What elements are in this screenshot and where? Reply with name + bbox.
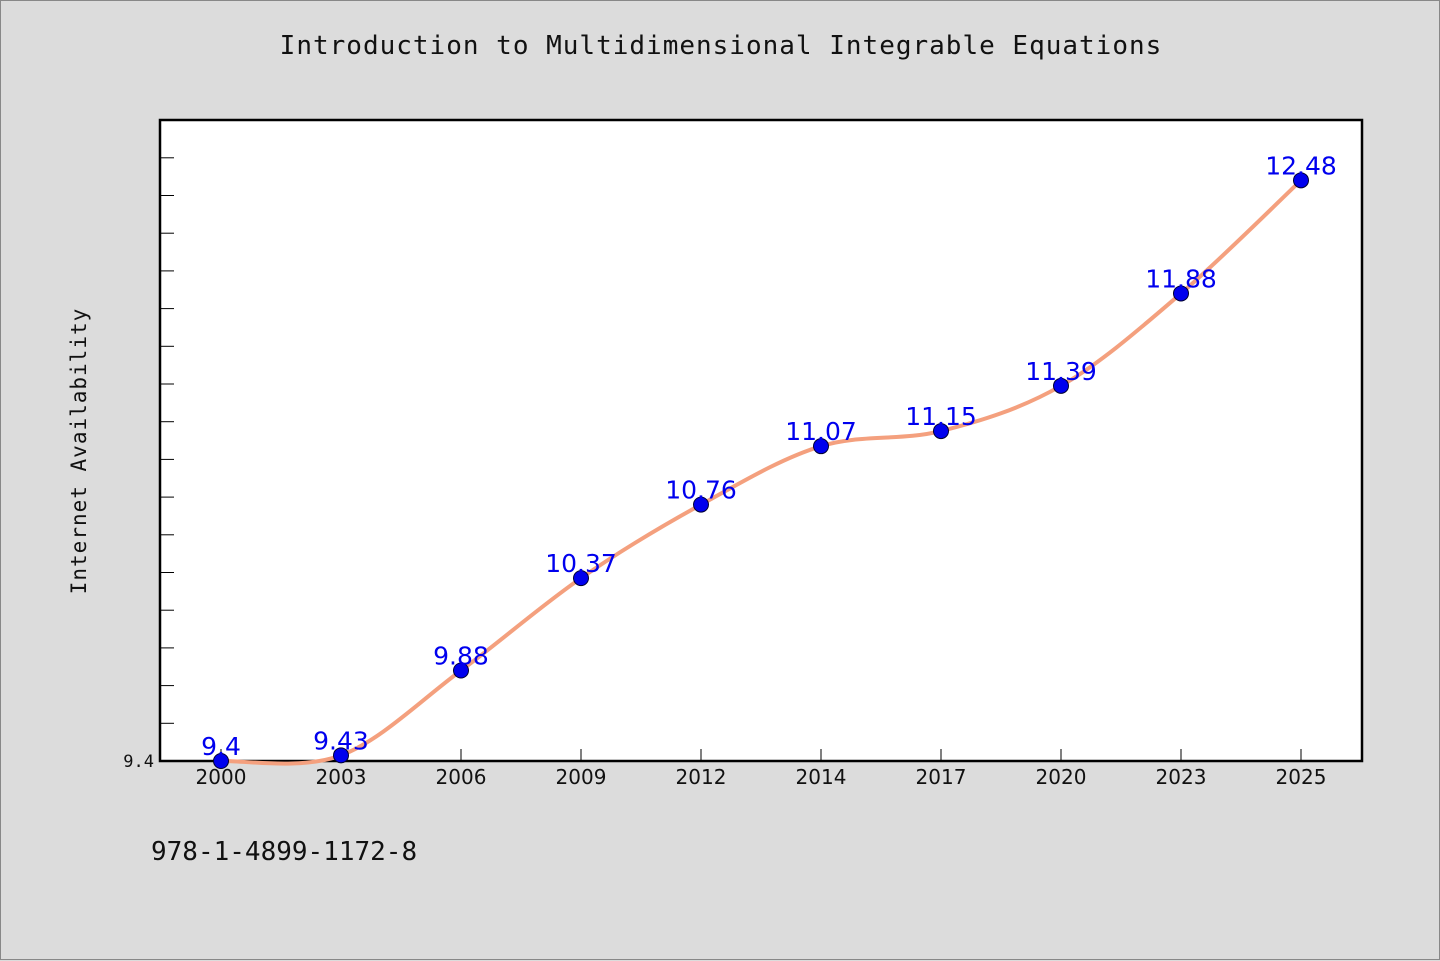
x-tick-label: 2014 (796, 765, 847, 789)
data-label: 9.4 (201, 732, 241, 761)
x-tick-label: 2020 (1036, 765, 1087, 789)
plot-area (158, 118, 1364, 763)
data-labels: 9.4 9.43 9.88 10.37 10.76 11.07 11.15 11.39 11.8… (201, 151, 1337, 761)
x-axis-ticks: 2000 2003 2006 2009 2012 2014 2017 2020 2023 2025 (196, 749, 1327, 789)
data-label: 10.37 (545, 549, 617, 578)
data-point (1293, 172, 1309, 189)
data-markers (213, 172, 1309, 769)
data-point (213, 753, 229, 769)
data-label: 12.48 (1265, 151, 1337, 180)
y-axis-ticks: 9.4 (123, 157, 174, 772)
chart-title: Introduction to Multidimensional Integra… (279, 31, 1163, 61)
data-point (1173, 285, 1189, 302)
x-tick-label: 2009 (556, 765, 607, 789)
isbn-text: 978-1-4899-1172-8 (151, 837, 418, 867)
data-point (453, 662, 469, 679)
x-tick-label: 2025 (1276, 765, 1327, 789)
data-point (693, 496, 709, 513)
data-point (1053, 377, 1069, 394)
data-label: 11.39 (1025, 357, 1097, 386)
series-line (219, 178, 1303, 766)
data-point (573, 570, 589, 587)
data-point (813, 438, 829, 455)
data-label: 11.07 (785, 417, 857, 446)
data-label: 11.15 (905, 402, 977, 431)
data-point (933, 423, 949, 440)
data-point (333, 747, 349, 764)
x-tick-label: 2017 (916, 765, 967, 789)
y-tick-label: 9.4 (123, 752, 154, 772)
x-tick-label: 2023 (1156, 765, 1207, 789)
x-tick-label: 2012 (676, 765, 727, 789)
data-label: 11.88 (1145, 264, 1217, 293)
data-label: 9.43 (313, 726, 369, 755)
x-tick-label: 2003 (316, 765, 367, 789)
data-label: 9.88 (433, 642, 489, 671)
x-tick-label: 2006 (436, 765, 487, 789)
data-label: 10.76 (665, 476, 737, 505)
